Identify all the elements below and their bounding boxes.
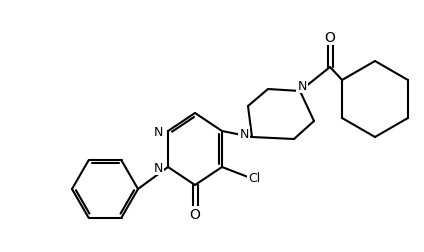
Text: O: O	[324, 31, 335, 45]
Text: Cl: Cl	[248, 171, 260, 184]
Text: N: N	[297, 79, 307, 92]
Text: N: N	[153, 161, 163, 174]
Text: N: N	[153, 125, 163, 138]
Text: N: N	[239, 128, 249, 141]
Text: O: O	[190, 207, 201, 221]
